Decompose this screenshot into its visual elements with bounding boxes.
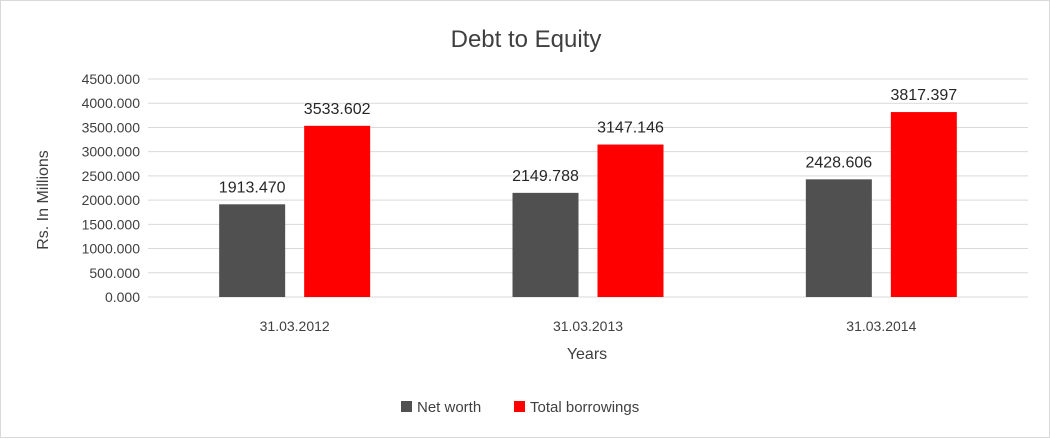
legend: Net worth Total borrowings [401,399,639,416]
y-tick-label: 2500.000 [82,168,141,184]
data-label: 2428.606 [805,154,872,171]
bars [219,112,957,297]
y-axis-title: Rs. In Millions [35,150,52,250]
y-tick-labels: 0.000 500.000 1000.000 1500.000 2000.000 2500… [82,71,141,305]
y-tick-label: 2000.000 [82,192,141,208]
legend-swatch [401,401,412,412]
y-tick-label: 500.000 [89,265,140,281]
y-tick-label: 0.000 [105,289,140,305]
legend-swatch [514,401,525,412]
x-axis-title: Years [567,346,607,363]
data-label: 3817.397 [890,87,957,104]
y-tick-label: 1500.000 [82,216,141,232]
y-tick-label: 4500.000 [82,71,141,87]
data-label: 3147.146 [597,120,664,137]
y-tick-label: 3500.000 [82,119,141,135]
y-tick-label: 1000.000 [82,241,141,257]
y-tick-label: 3000.000 [82,144,141,160]
x-tick-labels: 31.03.2012 31.03.2013 31.03.2014 [260,318,917,334]
bar-net-worth [512,192,579,297]
x-tick-label: 31.03.2014 [846,318,916,334]
bar-net-worth [219,204,286,297]
chart-title: Debt to Equity [451,26,602,53]
data-label: 2149.788 [512,168,579,185]
y-tick-label: 4000.000 [82,95,141,111]
bar-total-borrowings [597,144,664,297]
gridlines [148,78,1028,298]
x-tick-label: 31.03.2012 [260,318,330,334]
x-tick-label: 31.03.2013 [553,318,623,334]
legend-label: Total borrowings [530,399,639,416]
legend-label: Net worth [417,399,481,416]
bar-net-worth [805,179,872,297]
bar-total-borrowings [890,112,957,297]
bar-total-borrowings [304,125,371,297]
data-label: 3533.602 [304,101,371,118]
data-labels: 1913.470 3533.602 2149.788 3147.146 2428.606… [219,87,958,196]
data-label: 1913.470 [219,179,286,196]
